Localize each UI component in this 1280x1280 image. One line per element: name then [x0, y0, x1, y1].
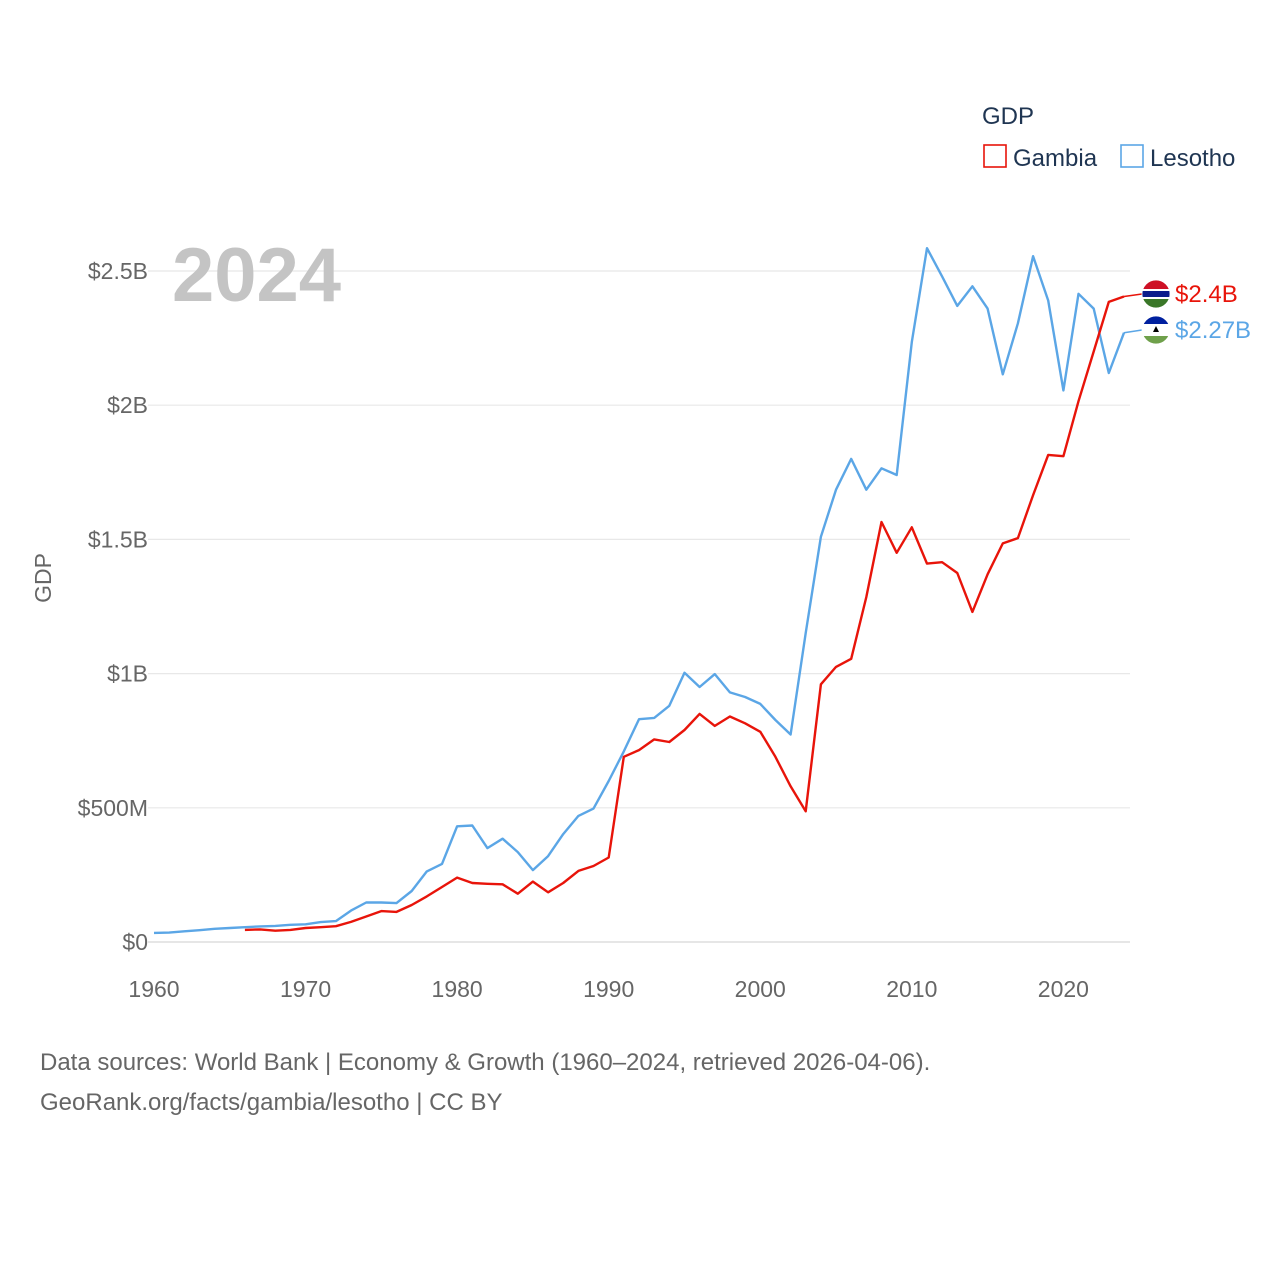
gdp-line-chart: $0 $500M $1B $1.5B $2B $2.5B 1960 1970 1980 1990… — [30, 103, 1251, 1002]
gambia-flag-icon — [1141, 279, 1171, 309]
legend-title: GDP — [982, 103, 1034, 130]
y-tick-label: $500M — [78, 795, 148, 821]
legend-label-lesotho: Lesotho — [1150, 145, 1235, 172]
series-lines — [153, 246, 1126, 935]
y-tick-label: $2.5B — [88, 258, 148, 284]
legend-swatch-lesotho — [1120, 144, 1144, 168]
x-tick-label: 2010 — [886, 976, 937, 1002]
legend-item-gambia[interactable]: Gambia — [983, 144, 1098, 172]
y-tick-label: $0 — [122, 929, 148, 955]
end-label-connector — [1123, 293, 1143, 298]
end-label-gambia: $2.4B — [1175, 281, 1238, 308]
source-line-1: Data sources: World Bank | Economy & Gro… — [40, 1049, 931, 1076]
y-tick-label: $2B — [107, 392, 148, 418]
legend[interactable]: GDP Gambia Lesotho — [982, 103, 1235, 172]
legend-label-gambia: Gambia — [1013, 145, 1098, 172]
data-source-note: Data sources: World Bank | Economy & Gro… — [40, 1043, 1240, 1123]
end-label-lesotho: $2.27B — [1175, 317, 1251, 344]
y-axis-ticks: $0 $500M $1B $1.5B $2B $2.5B — [78, 258, 148, 955]
legend-swatch-gambia — [983, 144, 1007, 168]
series-line-lesotho — [153, 246, 1126, 935]
x-tick-label: 1970 — [280, 976, 331, 1002]
lesotho-flag-icon — [1141, 315, 1171, 345]
end-labels: $2.4B $2.27B — [1123, 279, 1251, 345]
y-axis-label: GDP — [30, 553, 56, 603]
y-tick-label: $1.5B — [88, 526, 148, 552]
legend-item-lesotho[interactable]: Lesotho — [1120, 144, 1235, 172]
grid-lines — [148, 270, 1130, 943]
end-label-connector — [1123, 329, 1143, 334]
x-tick-label: 2000 — [735, 976, 786, 1002]
x-axis-ticks: 1960 1970 1980 1990 2000 2010 2020 — [128, 976, 1089, 1002]
y-tick-label: $1B — [107, 661, 148, 687]
x-tick-label: 2020 — [1038, 976, 1089, 1002]
series-line-gambia — [244, 295, 1125, 932]
x-tick-label: 1990 — [583, 976, 634, 1002]
x-tick-label: 1960 — [128, 976, 179, 1002]
source-line-2[interactable]: GeoRank.org/facts/gambia/lesotho | CC BY — [40, 1089, 503, 1116]
year-watermark: 2024 — [172, 233, 341, 318]
x-tick-label: 1980 — [432, 976, 483, 1002]
